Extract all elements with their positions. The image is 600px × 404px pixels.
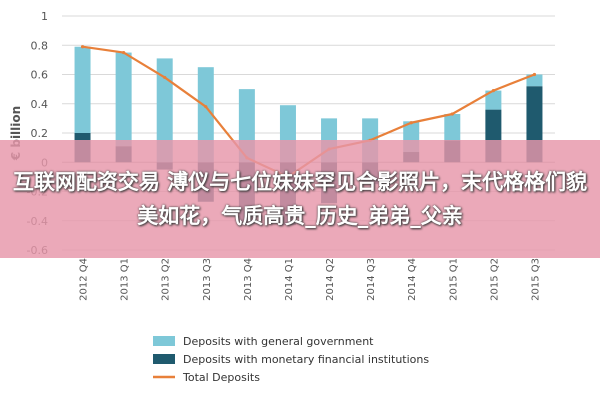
overlay-banner: 互联网配资交易 溥仪与七位妹妹罕见合影照片，末代格格们貌美如花，气质高贵_历史_… [0, 140, 600, 258]
y-tick-label: 0.2 [31, 127, 49, 140]
point-total-deposits [163, 75, 167, 80]
y-tick-label: 0.4 [31, 98, 49, 111]
overlay-caption: 互联网配资交易 溥仪与七位妹妹罕见合影照片，末代格格们貌美如花，气质高贵_历史_… [12, 170, 588, 228]
y-tick-label: 1 [41, 10, 48, 23]
x-tick-label: 2012 Q4 [79, 258, 90, 301]
point-total-deposits [80, 45, 85, 49]
legend-label: Deposits with monetary financial institu… [183, 353, 429, 366]
point-total-deposits [122, 50, 126, 55]
bar-general-government [197, 67, 214, 163]
x-tick-label: 2015 Q2 [489, 258, 500, 301]
y-tick-label: 0.6 [31, 69, 49, 82]
x-tick-label: 2013 Q4 [243, 258, 254, 301]
bar-general-government [156, 58, 173, 163]
point-total-deposits [532, 72, 537, 77]
x-tick-label: 2015 Q3 [530, 258, 541, 301]
x-tick-label: 2013 Q2 [161, 258, 172, 301]
point-total-deposits [450, 112, 454, 116]
bar-general-government [485, 90, 502, 110]
x-tick-label: 2014 Q2 [325, 258, 336, 301]
x-tick-label: 2014 Q1 [284, 258, 295, 301]
bar-general-government [444, 113, 461, 141]
bar-general-government [526, 74, 543, 87]
legend-swatch-bar [153, 336, 175, 346]
y-tick-label: 0.8 [31, 39, 49, 52]
point-total-deposits [409, 121, 413, 125]
bar-general-government [74, 46, 91, 133]
x-tick-label: 2013 Q3 [202, 258, 213, 301]
x-tick-label: 2013 Q1 [120, 258, 131, 301]
point-total-deposits [204, 105, 208, 109]
x-tick-label: 2014 Q4 [407, 258, 418, 301]
legend-label: Total Deposits [182, 371, 260, 384]
point-total-deposits [491, 88, 495, 93]
x-tick-label: 2014 Q3 [366, 258, 377, 301]
x-tick-label: 2015 Q1 [448, 258, 459, 301]
bar-general-government [115, 52, 132, 147]
legend-swatch-bar [153, 354, 175, 364]
legend-label: Deposits with general government [183, 335, 374, 348]
